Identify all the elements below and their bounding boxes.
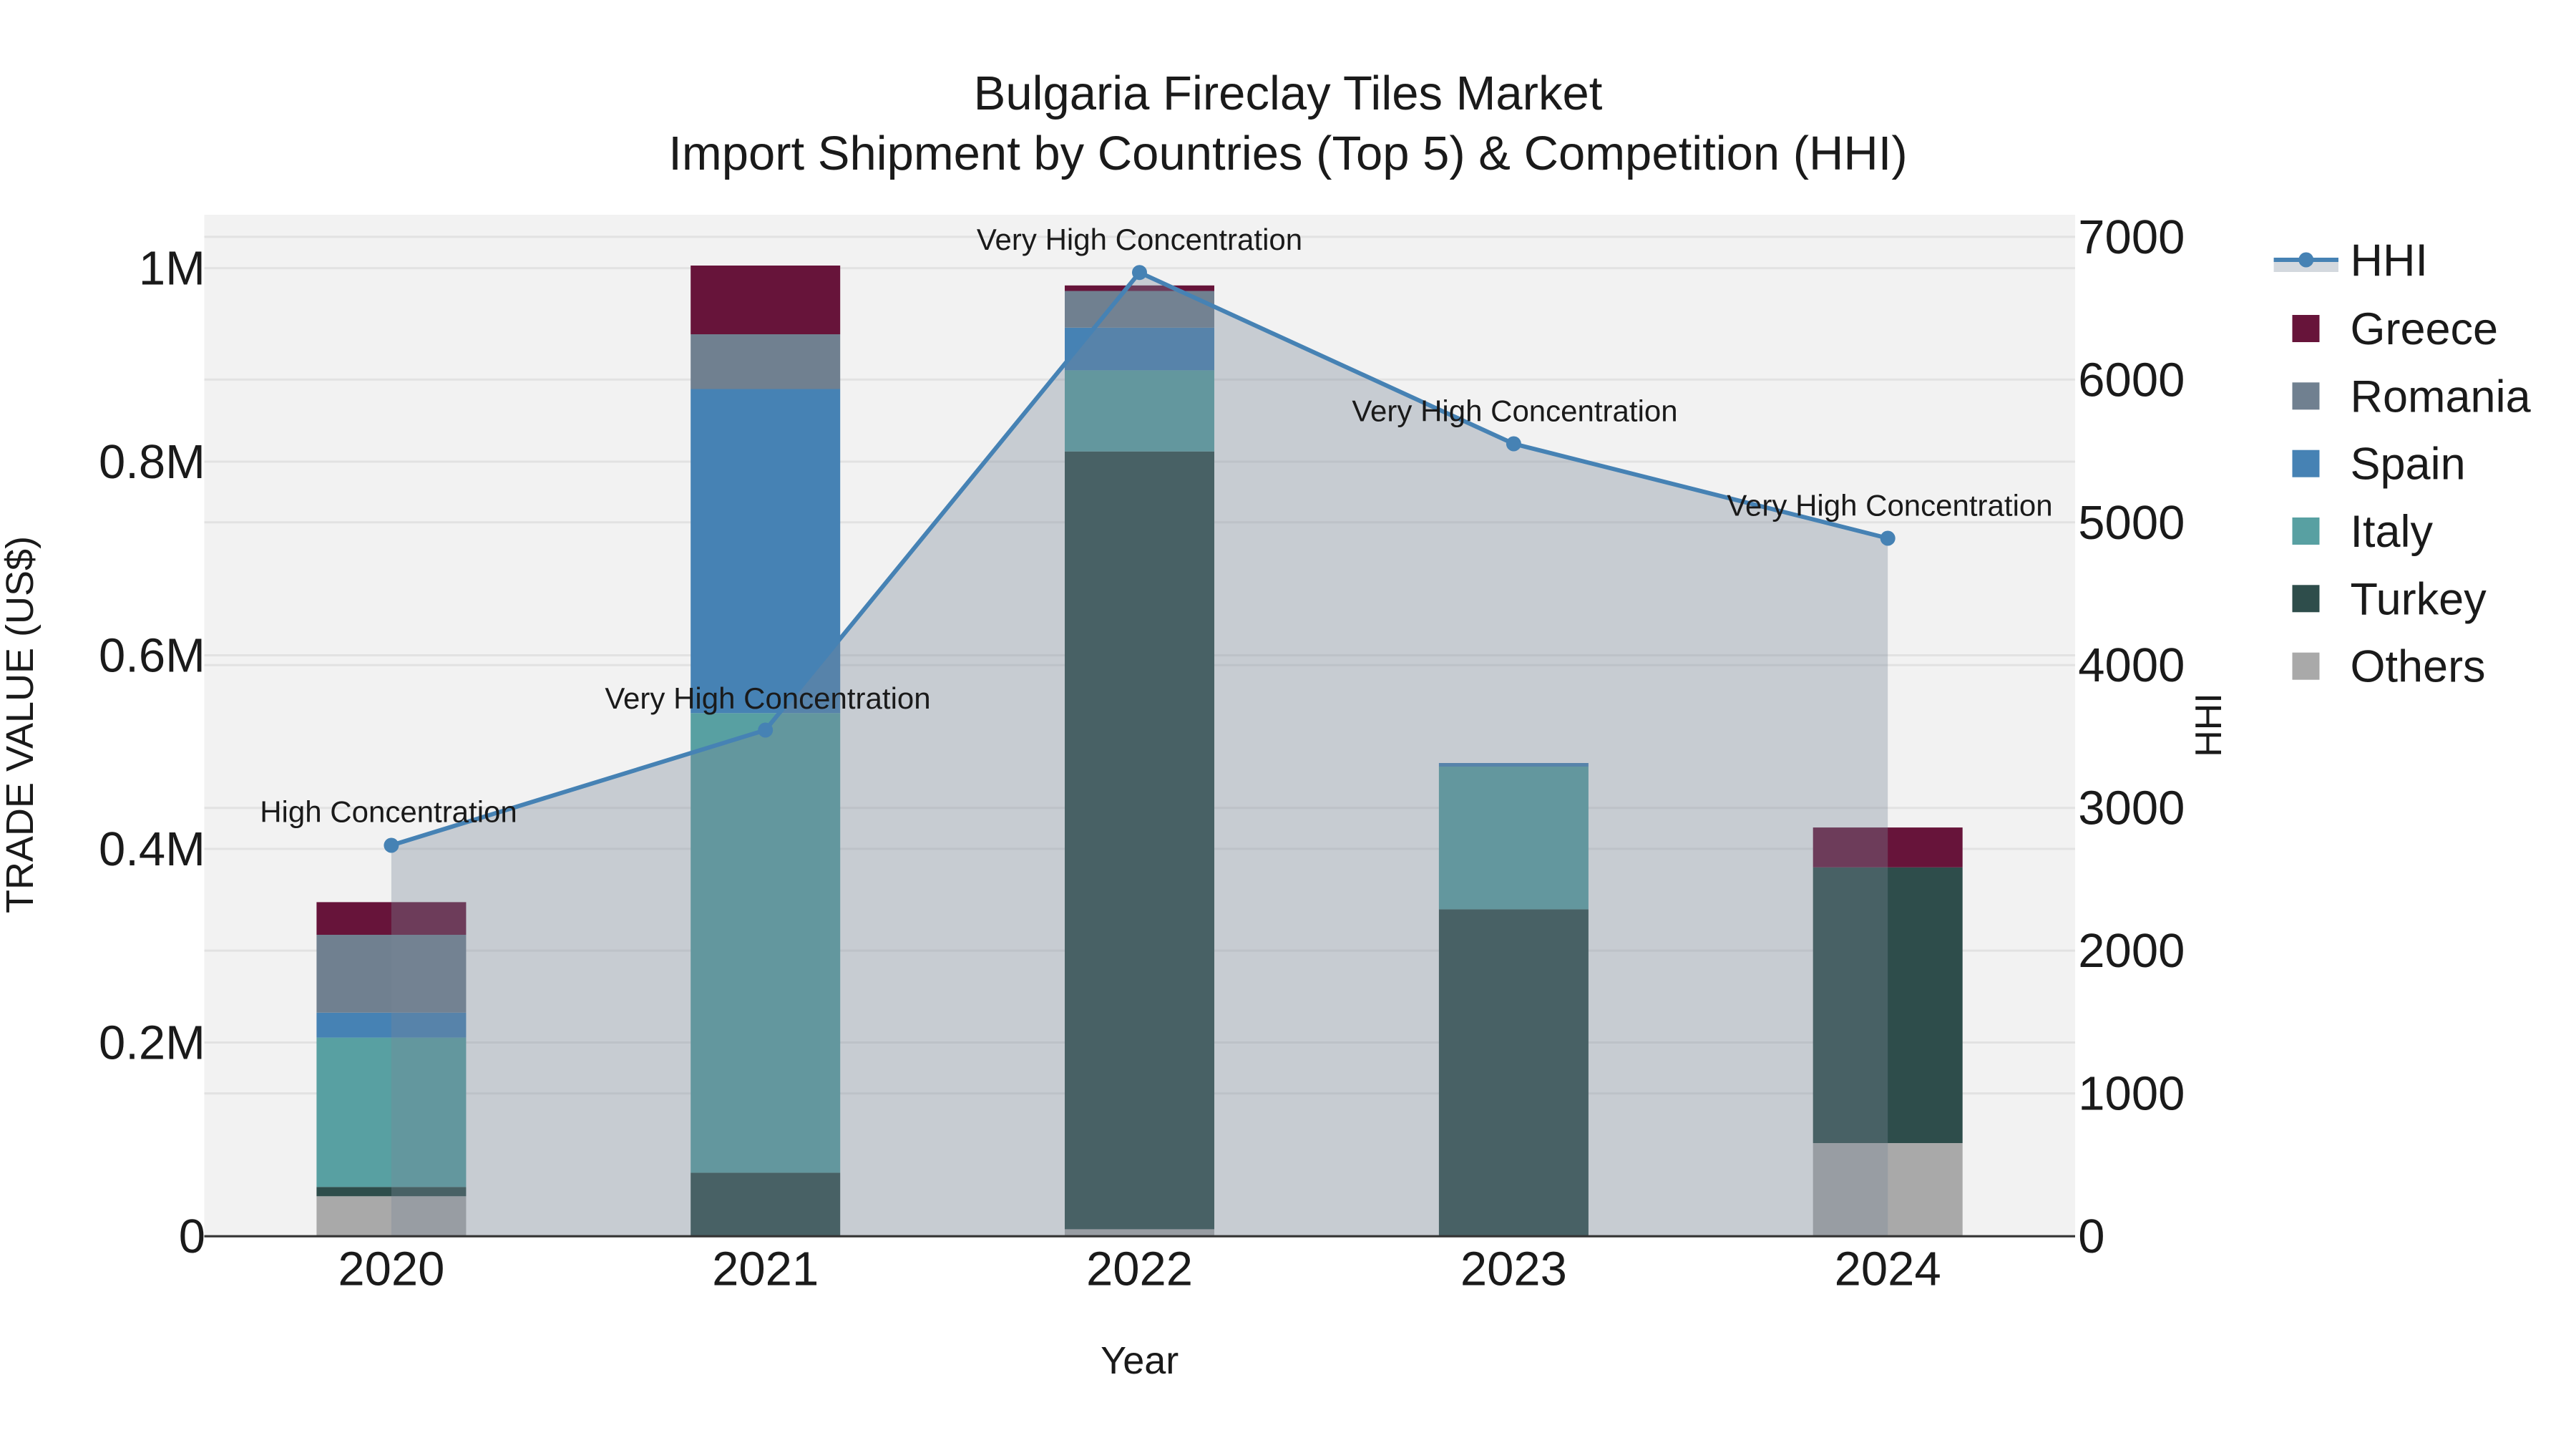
svg-text:1M: 1M [139, 242, 205, 296]
svg-text:7000: 7000 [2078, 210, 2185, 264]
svg-text:2023: 2023 [1460, 1243, 1567, 1296]
svg-text:2000: 2000 [2078, 924, 2185, 978]
svg-text:2022: 2022 [1086, 1243, 1193, 1296]
svg-text:4000: 4000 [2078, 638, 2185, 692]
svg-text:Very High Concentration: Very High Concentration [977, 223, 1302, 256]
svg-text:Year: Year [1101, 1339, 1179, 1382]
svg-text:2020: 2020 [338, 1243, 444, 1296]
svg-text:Italy: Italy [2351, 507, 2434, 557]
svg-text:0.4M: 0.4M [99, 822, 205, 876]
svg-text:HHI: HHI [2188, 693, 2230, 757]
svg-text:Import Shipment by Countries (: Import Shipment by Countries (Top 5) & C… [668, 127, 1907, 180]
svg-text:0: 0 [179, 1210, 205, 1263]
svg-text:Very High Concentration: Very High Concentration [1727, 489, 2052, 523]
svg-text:Others: Others [2351, 642, 2486, 692]
svg-text:6000: 6000 [2078, 353, 2185, 407]
svg-text:HHI: HHI [2351, 235, 2429, 286]
svg-text:Very High Concentration: Very High Concentration [1352, 394, 1677, 428]
svg-text:1000: 1000 [2078, 1067, 2185, 1121]
svg-text:0.8M: 0.8M [99, 435, 205, 489]
svg-text:0.6M: 0.6M [99, 629, 205, 683]
svg-text:TRADE VALUE (US$): TRADE VALUE (US$) [0, 536, 42, 913]
svg-text:Turkey: Turkey [2351, 574, 2487, 624]
svg-text:0: 0 [2078, 1210, 2104, 1263]
svg-text:2021: 2021 [712, 1243, 819, 1296]
svg-text:3000: 3000 [2078, 782, 2185, 835]
svg-text:Very High Concentration: Very High Concentration [605, 681, 930, 715]
svg-text:Greece: Greece [2351, 304, 2499, 354]
svg-text:Bulgaria Fireclay Tiles Market: Bulgaria Fireclay Tiles Market [974, 67, 1603, 120]
svg-text:Spain: Spain [2351, 439, 2466, 490]
svg-text:High Concentration: High Concentration [260, 795, 517, 829]
svg-text:Romania: Romania [2351, 371, 2532, 422]
svg-text:2024: 2024 [1835, 1243, 1941, 1296]
svg-text:0.2M: 0.2M [99, 1016, 205, 1070]
svg-text:5000: 5000 [2078, 496, 2185, 550]
